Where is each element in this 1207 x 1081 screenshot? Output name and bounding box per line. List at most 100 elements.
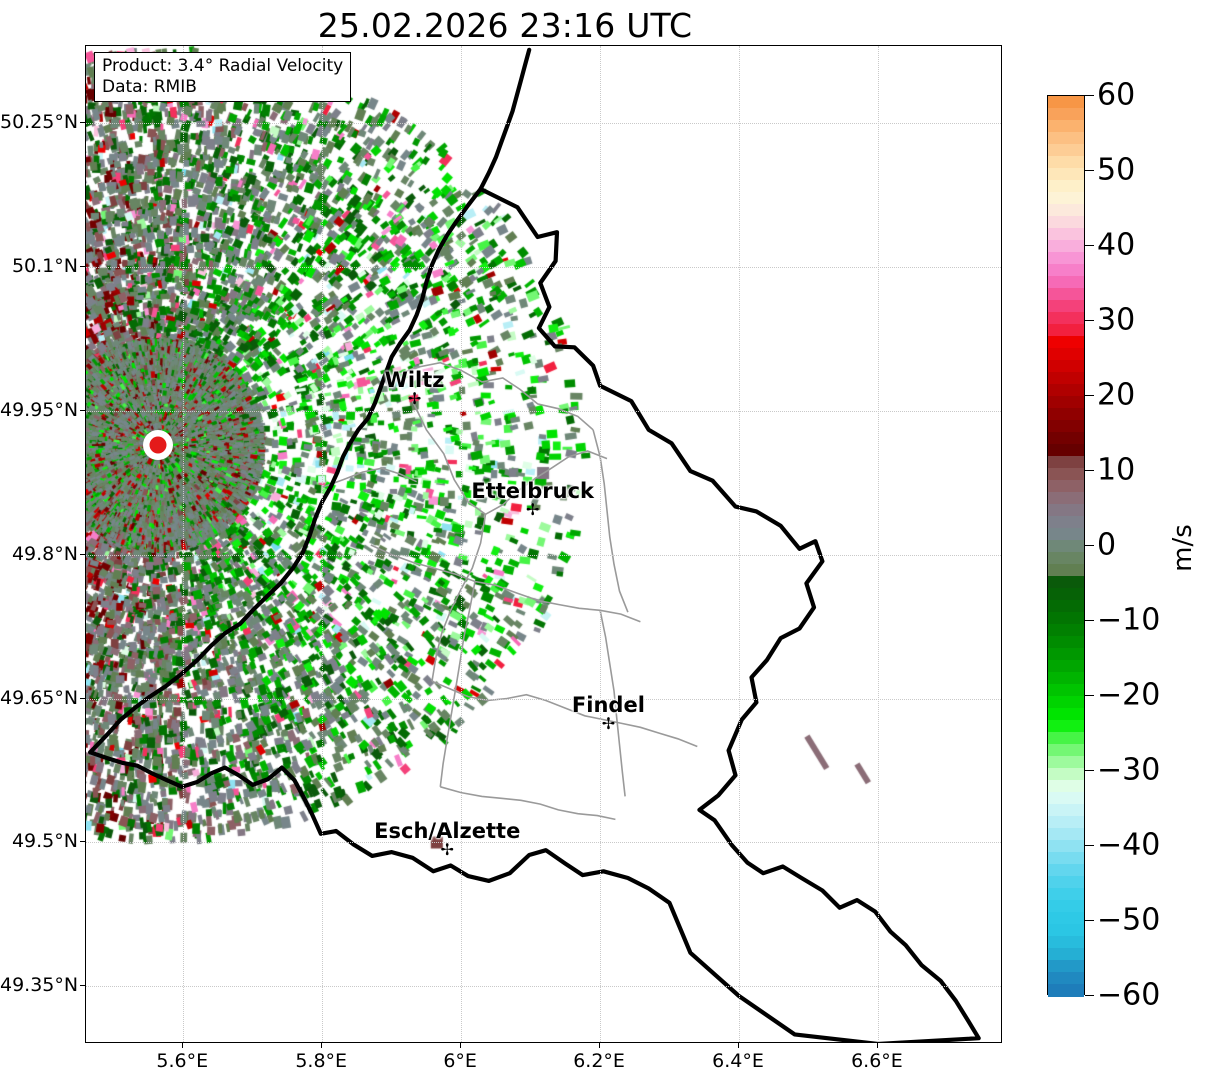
colorbar-segment: [1048, 672, 1084, 685]
colorbar-segment: [1048, 852, 1084, 865]
y-tick-mark: [80, 409, 85, 411]
colorbar-segment: [1048, 192, 1084, 205]
canton-boundary-path: [599, 610, 626, 797]
colorbar-segment: [1048, 156, 1084, 169]
colorbar-segment: [1048, 564, 1084, 577]
colorbar-segment: [1048, 396, 1084, 409]
colorbar-tick-label: 50: [1097, 152, 1136, 188]
colorbar-segment: [1048, 168, 1084, 181]
x-tick-mark: [876, 1043, 878, 1048]
colorbar-segment: [1048, 132, 1084, 145]
y-tick-mark: [80, 985, 85, 987]
velocity-colorbar[interactable]: [1047, 95, 1085, 997]
y-tick-mark: [80, 121, 85, 123]
colorbar-segment: [1048, 492, 1084, 505]
colorbar-segment: [1048, 552, 1084, 565]
city-point-marker: ✢: [601, 713, 616, 733]
colorbar-tick-mark: [1085, 770, 1094, 771]
colorbar-tick-mark: [1085, 995, 1094, 996]
colorbar-segment: [1048, 516, 1084, 529]
colorbar-segment: [1048, 744, 1084, 757]
colorbar-segment: [1048, 180, 1084, 193]
colorbar-unit-label: m/s: [1168, 524, 1198, 572]
colorbar-tick-mark: [1085, 470, 1094, 471]
colorbar-segment: [1048, 660, 1084, 673]
colorbar-tick-mark: [1085, 920, 1094, 921]
colorbar-segment: [1048, 288, 1084, 301]
radar-map-plot[interactable]: Product: 3.4° Radial Velocity Data: RMIB…: [85, 45, 1002, 1043]
canton-boundary-path: [321, 467, 418, 489]
y-tick-mark: [80, 841, 85, 843]
colorbar-segment: [1048, 456, 1084, 469]
colorbar-segment: [1048, 204, 1084, 217]
gridline-horizontal: [86, 266, 1001, 268]
x-tick-label: 5.6°E: [156, 1050, 209, 1072]
gridline-horizontal: [86, 986, 1001, 988]
colorbar-segment: [1048, 324, 1084, 337]
x-tick-label: 6.2°E: [573, 1050, 625, 1072]
colorbar-segment: [1048, 300, 1084, 313]
x-tick-mark: [460, 1043, 462, 1048]
gridline-vertical: [877, 46, 879, 1042]
colorbar-segment: [1048, 540, 1084, 553]
gridline-vertical: [322, 46, 324, 1042]
colorbar-tick-mark: [1085, 545, 1094, 546]
colorbar-tick-label: 40: [1097, 227, 1136, 263]
x-tick-mark: [599, 1043, 601, 1048]
y-tick-label: 49.5°N: [11, 830, 78, 853]
colorbar-tick-label: −30: [1097, 752, 1161, 788]
colorbar-segment: [1048, 708, 1084, 721]
colorbar-segment: [1048, 528, 1084, 541]
y-tick-label: 50.25°N: [0, 110, 79, 133]
colorbar-segment: [1048, 624, 1084, 637]
colorbar-segment: [1048, 936, 1084, 949]
y-tick-label: 49.35°N: [0, 974, 79, 997]
city-point-marker: ✢: [407, 389, 422, 409]
city-label-findel: Findel ✢: [572, 693, 645, 731]
national-border-path: [88, 186, 981, 1042]
colorbar-tick-label: 10: [1097, 452, 1136, 488]
colorbar-segment: [1048, 900, 1084, 913]
colorbar-segment: [1048, 684, 1084, 697]
colorbar-tick-mark: [1085, 320, 1094, 321]
radar-site-marker: [149, 436, 167, 454]
map-vector-layer: [88, 47, 981, 1042]
colorbar-segment: [1048, 720, 1084, 733]
colorbar-tick-label: −50: [1097, 902, 1161, 938]
city-name: Findel: [571, 692, 645, 717]
gridline-horizontal: [86, 698, 1001, 700]
canton-boundary-path: [431, 514, 487, 682]
colorbar-segment: [1048, 264, 1084, 277]
canton-boundary-path: [370, 544, 641, 623]
x-tick-mark: [182, 1043, 184, 1048]
gridline-horizontal: [86, 842, 1001, 844]
colorbar-segment: [1048, 588, 1084, 601]
colorbar-segment: [1048, 648, 1084, 661]
colorbar-tick-label: 60: [1097, 77, 1136, 113]
colorbar-tick-label: −60: [1097, 977, 1161, 1013]
x-tick-mark: [321, 1043, 323, 1048]
colorbar-segment: [1048, 960, 1084, 973]
colorbar-segment: [1048, 636, 1084, 649]
colorbar-segment: [1048, 336, 1084, 349]
y-tick-label: 50.1°N: [11, 254, 78, 277]
colorbar-segment: [1048, 948, 1084, 961]
colorbar-segment: [1048, 372, 1084, 385]
colorbar-tick-label: −40: [1097, 827, 1161, 863]
y-tick-label: 49.8°N: [11, 542, 78, 565]
colorbar-segment: [1048, 240, 1084, 253]
gridline-horizontal: [86, 554, 1001, 556]
colorbar-segment: [1048, 144, 1084, 157]
colorbar-segment: [1048, 228, 1084, 241]
x-tick-label: 6°E: [443, 1050, 477, 1072]
colorbar-segment: [1048, 828, 1084, 841]
canton-boundary-path: [440, 786, 616, 821]
colorbar-segment: [1048, 912, 1084, 925]
gridline-vertical: [183, 46, 185, 1042]
colorbar-segment: [1048, 804, 1084, 817]
colorbar-tick-label: 20: [1097, 377, 1136, 413]
colorbar-segment: [1048, 816, 1084, 829]
colorbar-tick-label: 30: [1097, 302, 1136, 338]
colorbar-segment: [1048, 600, 1084, 613]
city-label-wiltz: Wiltz ✢: [385, 368, 445, 406]
